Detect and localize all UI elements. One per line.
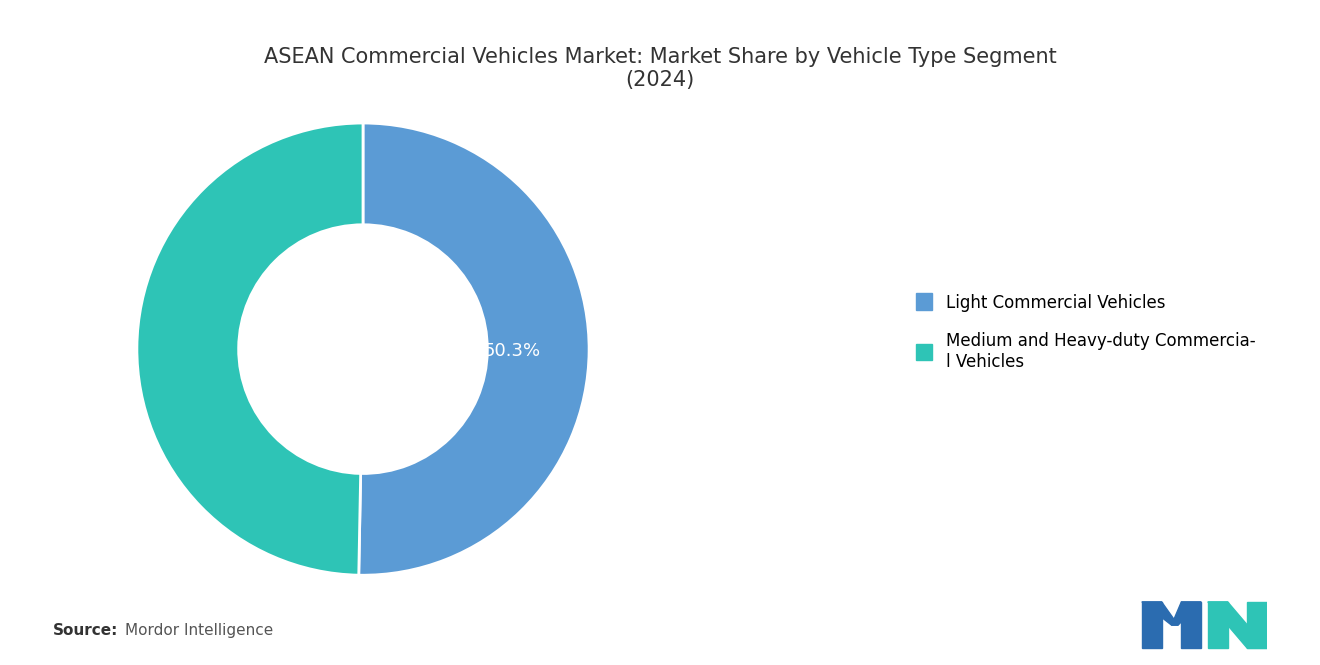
Polygon shape	[1208, 602, 1267, 648]
Wedge shape	[137, 123, 363, 575]
Text: 50.3%: 50.3%	[483, 342, 540, 360]
Polygon shape	[1247, 602, 1267, 648]
Legend: Light Commercial Vehicles, Medium and Heavy-duty Commercia-
l Vehicles: Light Commercial Vehicles, Medium and He…	[899, 277, 1272, 388]
Text: ASEAN Commercial Vehicles Market: Market Share by Vehicle Type Segment
(2024): ASEAN Commercial Vehicles Market: Market…	[264, 47, 1056, 90]
Polygon shape	[1172, 602, 1201, 625]
Text: Mordor Intelligence: Mordor Intelligence	[125, 623, 273, 638]
Text: Source:: Source:	[53, 623, 119, 638]
Wedge shape	[359, 123, 589, 575]
Polygon shape	[1142, 602, 1162, 648]
Polygon shape	[1181, 602, 1201, 648]
Polygon shape	[1208, 602, 1228, 648]
Polygon shape	[1142, 602, 1179, 625]
